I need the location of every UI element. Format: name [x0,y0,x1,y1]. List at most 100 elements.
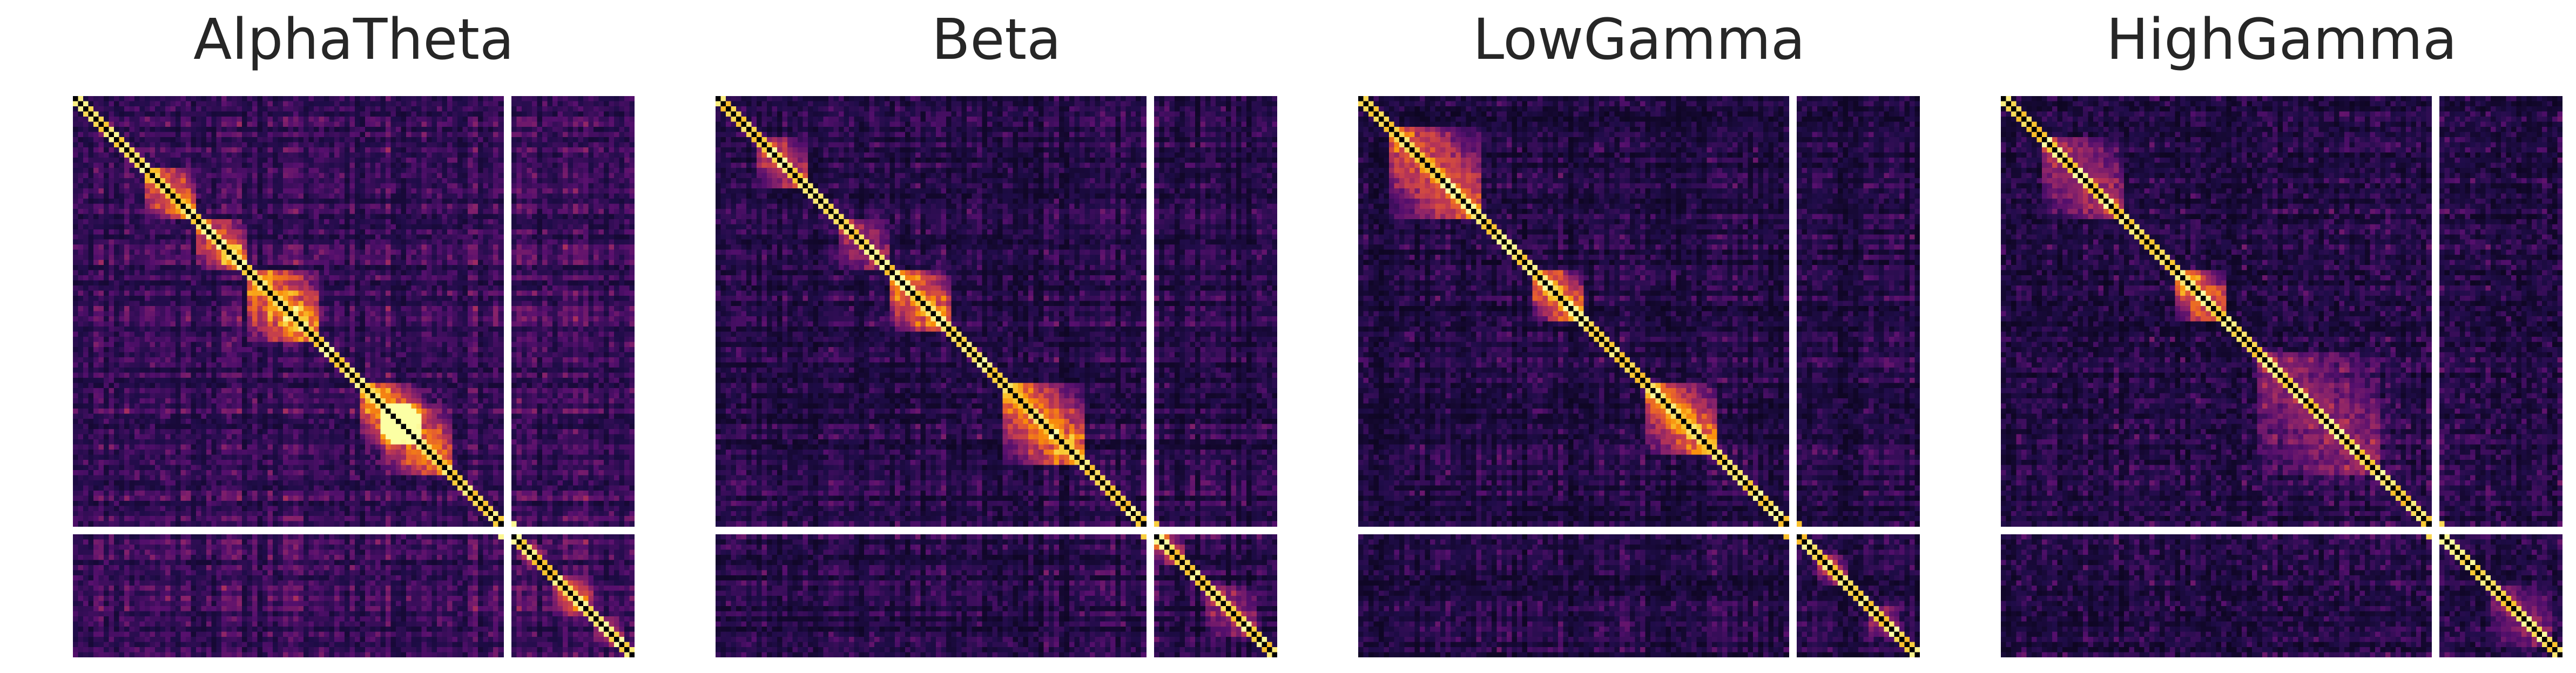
heatmap-cell [345,214,350,220]
heatmap-cell [103,142,110,148]
heatmap-cell [557,198,563,204]
heatmap-cell [298,285,304,291]
heatmap-cell [103,249,110,255]
heatmap-cell [457,147,463,153]
heatmap-cell [614,239,620,245]
heatmap-cell [273,147,279,153]
heatmap-cell [247,280,253,286]
heatmap-cell [139,239,145,245]
heatmap-cell [237,203,242,209]
heatmap-cell [619,162,625,168]
heatmap-cell [98,162,104,168]
heatmap-cell [78,157,84,163]
heatmap-cell [129,316,135,322]
heatmap-cell [594,162,599,168]
heatmap-cell [293,193,299,199]
heatmap-cell [211,106,217,112]
heatmap-cell [165,116,171,123]
heatmap-cell [537,214,543,220]
heatmap-cell [390,234,396,240]
heatmap-cell [516,157,522,163]
heatmap-cell [242,137,248,143]
heatmap-cell [442,327,448,332]
heatmap-cell [411,173,417,179]
heatmap-cell [462,101,468,107]
heatmap-cell [150,132,156,138]
heatmap-cell [473,157,478,163]
heatmap-cell [498,306,504,312]
heatmap-cell [283,290,289,296]
heatmap-cell [185,137,191,143]
heatmap-cell [262,265,268,271]
heatmap-cell [511,239,517,245]
heatmap-cell [98,193,104,199]
heatmap-cell [488,229,494,235]
heatmap-cell [360,244,366,250]
heatmap-cell [557,96,563,102]
heatmap-cell [150,126,156,133]
heatmap-cell [109,224,114,230]
heatmap-cell [334,327,340,332]
heatmap-cell [216,321,222,327]
heatmap-cell [252,316,258,322]
heatmap-cell [175,265,181,271]
heatmap-cell [129,244,135,250]
heatmap-cell [527,290,532,296]
heatmap-cell [324,234,330,240]
heatmap-cell [257,301,263,307]
heatmap-cell [588,121,594,127]
heatmap-cell [527,249,532,255]
heatmap-cell [426,167,432,173]
heatmap-cell [395,249,402,255]
heatmap-cell [175,137,181,143]
heatmap-cell [129,265,135,271]
heatmap-cell [329,162,335,168]
heatmap-cell [547,239,553,245]
heatmap-cell [447,290,453,296]
heatmap-cell [452,244,458,250]
heatmap-cell [216,142,222,148]
heatmap-cell [293,147,299,153]
heatmap-cell [73,331,79,337]
heatmap-cell [334,203,340,209]
heatmap-cell [345,229,350,235]
heatmap-cell [354,126,361,133]
heatmap-cell [170,147,176,153]
heatmap-cell [442,183,448,189]
heatmap-cell [144,208,150,214]
heatmap-cell [78,116,84,123]
heatmap-cell [119,290,125,296]
heatmap-cell [232,255,238,261]
heatmap-cell [88,327,94,332]
heatmap-cell [103,167,110,173]
heatmap-cell [609,208,615,214]
heatmap-cell [401,280,407,286]
heatmap-cell [360,111,366,117]
heatmap-cell [144,126,150,133]
heatmap-cell [319,147,325,153]
heatmap-cell [467,296,473,302]
heatmap-cell [78,147,84,153]
heatmap-cell [426,132,432,138]
heatmap-cell [252,183,258,189]
heatmap-cell [237,178,242,183]
heatmap-cell [401,327,407,332]
heatmap-cell [421,121,427,127]
heatmap-cell [629,198,635,204]
heatmap-cell [416,285,422,291]
heatmap-cell [221,229,227,235]
heatmap-cell [304,137,309,143]
heatmap-cell [604,265,610,271]
heatmap-cell [609,249,615,255]
heatmap-cell [165,234,171,240]
heatmap-cell [154,249,160,255]
heatmap-cell [629,270,635,276]
heatmap-cell [421,198,427,204]
heatmap-cell [547,244,553,250]
heatmap-cell [604,301,610,307]
heatmap-cell [308,193,314,199]
heatmap-cell [211,249,217,255]
heatmap-cell [619,137,625,143]
heatmap-cell [522,280,528,286]
heatmap-cell [237,301,242,307]
